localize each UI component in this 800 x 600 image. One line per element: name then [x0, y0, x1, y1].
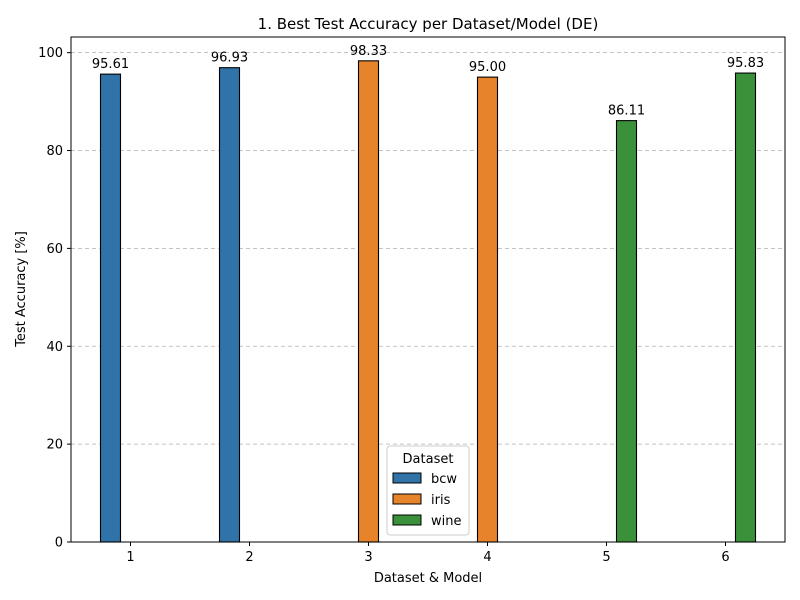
data-label: 95.83	[727, 56, 764, 71]
y-tick-label: 100	[38, 46, 63, 61]
x-tick-label: 2	[245, 550, 253, 565]
bar-wine-5	[615, 120, 638, 543]
data-label: 95.00	[469, 60, 506, 75]
x-tick-label: 6	[721, 550, 729, 565]
x-tick-label: 5	[602, 550, 610, 565]
y-tick-label: 60	[46, 242, 63, 257]
plot-frame	[70, 36, 786, 543]
legend-swatch-wine	[392, 514, 422, 526]
legend: Dataset bcw iris wine	[386, 445, 470, 536]
bars	[99, 60, 757, 543]
x-axis-label: Dataset & Model	[374, 571, 482, 586]
legend-label-iris: iris	[431, 493, 451, 508]
chart-title: 1. Best Test Accuracy per Dataset/Model …	[258, 15, 599, 33]
data-labels: 95.61 96.93 98.33 95.00 86.11 95.83	[92, 44, 764, 119]
x-tick-label: 1	[126, 550, 134, 565]
data-label: 86.11	[608, 104, 645, 119]
x-tick-label: 4	[483, 550, 491, 565]
y-tick-label: 40	[46, 340, 63, 355]
y-tick-label: 80	[46, 144, 63, 159]
bar-bcw-1	[99, 73, 122, 543]
bar-wine-6	[734, 72, 757, 543]
y-tick-label: 20	[46, 438, 63, 453]
legend-swatch-iris	[392, 493, 422, 505]
data-label: 95.61	[92, 57, 129, 72]
axes: 0 20 40 60 80 100 1 2 3 4 5 6	[38, 36, 786, 565]
y-tick-label: 0	[55, 536, 63, 551]
legend-label-wine: wine	[431, 514, 461, 529]
legend-swatch-bcw	[392, 472, 422, 484]
legend-title: Dataset	[403, 452, 454, 467]
legend-label-bcw: bcw	[431, 472, 457, 487]
data-label: 98.33	[350, 44, 387, 59]
legend-frame	[386, 445, 470, 536]
x-tick-label: 3	[364, 550, 372, 565]
data-label: 96.93	[211, 51, 248, 66]
bar-iris-3	[357, 60, 380, 543]
bar-iris-4	[476, 76, 499, 543]
bar-bcw-2	[218, 67, 241, 543]
y-axis-label: Test Accuracy [%]	[14, 231, 29, 348]
